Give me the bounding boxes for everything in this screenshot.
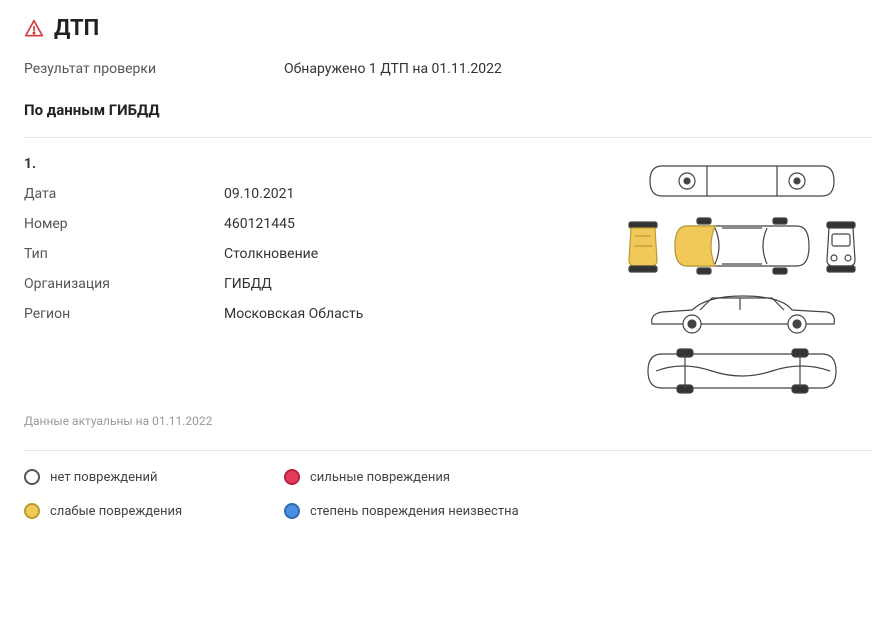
field-value: ГИБДД [224,276,272,292]
record-index: 1. [24,156,588,172]
legend-item-severe: сильные повреждения [284,469,604,485]
page-title: ДТП [54,16,99,41]
field-value: 09.10.2021 [224,186,294,202]
legend-dot [24,503,40,519]
legend-label: степень повреждения неизвестна [310,504,519,519]
summary-row: Результат проверки Обнаружено 1 ДТП на 0… [24,61,872,77]
car-rear-view [625,216,661,276]
legend-dot [284,503,300,519]
field-date: Дата 09.10.2021 [24,186,588,202]
field-label: Номер [24,216,224,232]
field-region: Регион Московская Область [24,306,588,322]
field-number: Номер 460121445 [24,216,588,232]
car-front-view [823,216,859,276]
legend-item-none: нет повреждений [24,469,284,485]
source-heading: По данным ГИБДД [24,101,872,119]
legend-item-light: слабые повреждения [24,503,284,519]
legend-dot [24,469,40,485]
field-org: Организация ГИБДД [24,276,588,292]
legend-label: сильные повреждения [310,470,450,485]
accident-icon [24,19,44,39]
page-header: ДТП [24,16,872,41]
field-value: Московская Область [224,306,363,322]
car-underside-view [632,346,852,396]
legend-label: слабые повреждения [50,504,182,519]
car-middle-row [625,216,859,276]
record-details: 1. Дата 09.10.2021 Номер 460121445 Тип С… [24,156,588,336]
field-label: Регион [24,306,224,322]
field-label: Дата [24,186,224,202]
car-side-view [632,286,852,336]
updated-text: Данные актуальны на 01.11.2022 [24,414,872,428]
divider [24,450,872,451]
car-top-view [667,216,817,276]
legend-item-unknown: степень повреждения неизвестна [284,503,604,519]
field-value: 460121445 [224,216,295,232]
car-bottom-view [632,156,852,206]
field-type: Тип Столкновение [24,246,588,262]
legend-dot [284,469,300,485]
field-value: Столкновение [224,246,318,262]
field-label: Организация [24,276,224,292]
legend-label: нет повреждений [50,470,158,485]
damage-legend: нет повреждений сильные повреждения слаб… [24,469,872,519]
accident-record: 1. Дата 09.10.2021 Номер 460121445 Тип С… [24,156,872,396]
divider [24,137,872,138]
summary-value: Обнаружено 1 ДТП на 01.11.2022 [284,61,502,77]
damage-diagram [612,156,872,396]
summary-label: Результат проверки [24,61,244,77]
field-label: Тип [24,246,224,262]
